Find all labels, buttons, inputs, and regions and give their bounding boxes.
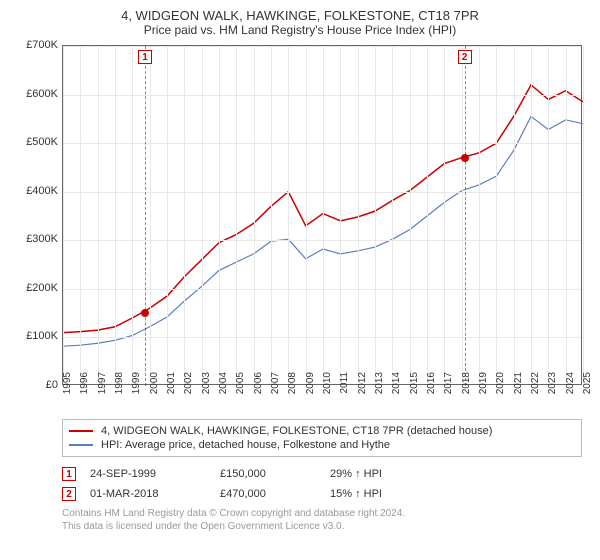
- legend-label: 4, WIDGEON WALK, HAWKINGE, FOLKESTONE, C…: [101, 425, 492, 437]
- legend-item: HPI: Average price, detached house, Folk…: [69, 438, 575, 452]
- x-axis-tick: 2017: [443, 372, 454, 402]
- x-axis-tick: 2021: [513, 372, 524, 402]
- x-axis-tick: 2025: [582, 372, 593, 402]
- transaction-row: 1 24-SEP-1999 £150,000 29% ↑ HPI: [62, 467, 590, 481]
- x-axis-tick: 2001: [166, 372, 177, 402]
- x-axis-tick: 2020: [495, 372, 506, 402]
- transaction-rows: 1 24-SEP-1999 £150,000 29% ↑ HPI 2 01-MA…: [62, 467, 590, 501]
- transaction-price: £470,000: [220, 488, 330, 500]
- y-axis-tick: £400K: [10, 185, 58, 197]
- x-axis-tick: 2015: [409, 372, 420, 402]
- x-axis-tick: 1995: [62, 372, 73, 402]
- y-axis-tick: £300K: [10, 233, 58, 245]
- x-axis-tick: 1998: [114, 372, 125, 402]
- y-axis-tick: £600K: [10, 88, 58, 100]
- marker-vline: [465, 46, 466, 386]
- x-axis-tick: 2007: [270, 372, 281, 402]
- x-axis-tick: 2011: [339, 372, 350, 402]
- marker-box: 2: [458, 50, 472, 64]
- x-axis-tick: 2013: [374, 372, 385, 402]
- legend-swatch: [69, 444, 93, 446]
- x-axis-tick: 2012: [357, 372, 368, 402]
- marker-point: [141, 309, 149, 317]
- x-axis-tick: 2003: [201, 372, 212, 402]
- chart-subtitle: Price paid vs. HM Land Registry's House …: [10, 23, 590, 37]
- x-axis-tick: 2000: [149, 372, 160, 402]
- y-axis-tick: £100K: [10, 330, 58, 342]
- x-axis-tick: 1997: [97, 372, 108, 402]
- x-axis-tick: 2023: [547, 372, 558, 402]
- marker-vline: [145, 46, 146, 386]
- transaction-row: 2 01-MAR-2018 £470,000 15% ↑ HPI: [62, 487, 590, 501]
- x-axis-tick: 2010: [322, 372, 333, 402]
- y-axis-tick: £500K: [10, 136, 58, 148]
- x-axis-tick: 2005: [235, 372, 246, 402]
- marker-box: 1: [138, 50, 152, 64]
- x-axis-tick: 2004: [218, 372, 229, 402]
- x-axis-tick: 2014: [391, 372, 402, 402]
- y-axis-tick: £200K: [10, 282, 58, 294]
- marker-point: [461, 154, 469, 162]
- x-axis-tick: 2016: [426, 372, 437, 402]
- transaction-delta: 15% ↑ HPI: [330, 488, 450, 500]
- y-axis-tick: £700K: [10, 39, 58, 51]
- legend-label: HPI: Average price, detached house, Folk…: [101, 439, 390, 451]
- plot-area: 12: [62, 45, 582, 385]
- chart-area: £0£100K£200K£300K£400K£500K£600K£700K 12…: [10, 45, 590, 415]
- x-axis-tick: 2009: [305, 372, 316, 402]
- x-axis-tick: 2008: [287, 372, 298, 402]
- legend-item: 4, WIDGEON WALK, HAWKINGE, FOLKESTONE, C…: [69, 424, 575, 438]
- marker-icon: 1: [62, 467, 76, 481]
- chart-title: 4, WIDGEON WALK, HAWKINGE, FOLKESTONE, C…: [10, 8, 590, 23]
- footer-line: This data is licensed under the Open Gov…: [62, 520, 590, 533]
- x-axis-tick: 2022: [530, 372, 541, 402]
- x-axis-tick: 2024: [565, 372, 576, 402]
- legend: 4, WIDGEON WALK, HAWKINGE, FOLKESTONE, C…: [62, 419, 582, 457]
- transaction-price: £150,000: [220, 468, 330, 480]
- transaction-date: 24-SEP-1999: [90, 468, 220, 480]
- marker-icon: 2: [62, 487, 76, 501]
- x-axis-tick: 2002: [183, 372, 194, 402]
- legend-swatch: [69, 430, 93, 432]
- chart-container: 4, WIDGEON WALK, HAWKINGE, FOLKESTONE, C…: [0, 0, 600, 560]
- transaction-date: 01-MAR-2018: [90, 488, 220, 500]
- transaction-delta: 29% ↑ HPI: [330, 468, 450, 480]
- x-axis-tick: 2006: [253, 372, 264, 402]
- x-axis-tick: 2018: [461, 372, 472, 402]
- x-axis-tick: 1999: [131, 372, 142, 402]
- footer-line: Contains HM Land Registry data © Crown c…: [62, 507, 590, 520]
- x-axis-tick: 1996: [79, 372, 90, 402]
- x-axis-tick: 2019: [478, 372, 489, 402]
- y-axis-tick: £0: [10, 379, 58, 391]
- footer-attribution: Contains HM Land Registry data © Crown c…: [62, 507, 590, 533]
